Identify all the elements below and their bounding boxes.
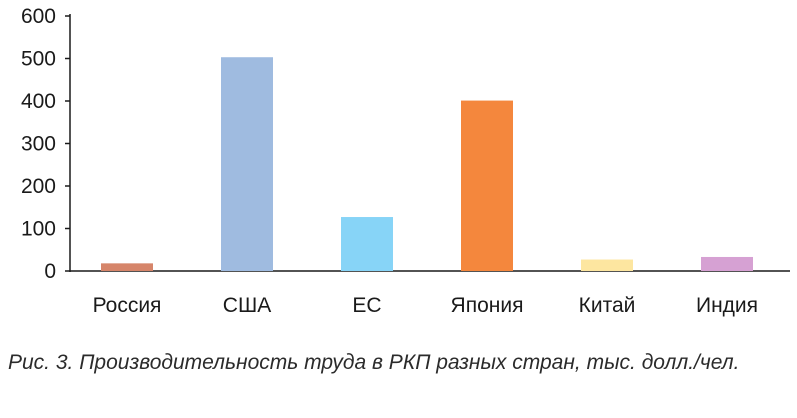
bars <box>101 57 753 271</box>
y-tick-label: 100 <box>21 218 56 241</box>
bar-5 <box>581 259 633 271</box>
y-tick-label: 500 <box>21 48 56 71</box>
x-category-label: Китай <box>579 294 636 317</box>
figure-caption: Рис. 3. Производительность труда в РКП р… <box>8 351 740 374</box>
x-axis-category-labels: Россия США ЕС Япония Китай Индия <box>93 294 758 317</box>
bar-1 <box>101 263 153 271</box>
x-category-label: Россия <box>93 294 162 317</box>
y-tick-label: 600 <box>21 5 56 28</box>
y-tick-label: 200 <box>21 175 56 198</box>
x-category-label: Индия <box>696 294 758 317</box>
y-tick-label: 300 <box>21 133 56 156</box>
x-category-label: США <box>223 294 271 317</box>
bar-2 <box>221 57 273 271</box>
y-axis-ticks: 0 100 200 300 400 500 600 <box>21 5 70 283</box>
bar-chart: 0 100 200 300 400 500 600 Россия США ЕС Япония Кит… <box>21 5 790 317</box>
x-category-label: Япония <box>451 294 524 317</box>
bar-4 <box>461 100 513 271</box>
bar-6 <box>701 256 753 271</box>
y-tick-label: 400 <box>21 90 56 113</box>
y-tick-label: 0 <box>44 260 56 283</box>
x-category-label: ЕС <box>352 294 381 317</box>
bar-3 <box>341 217 393 271</box>
